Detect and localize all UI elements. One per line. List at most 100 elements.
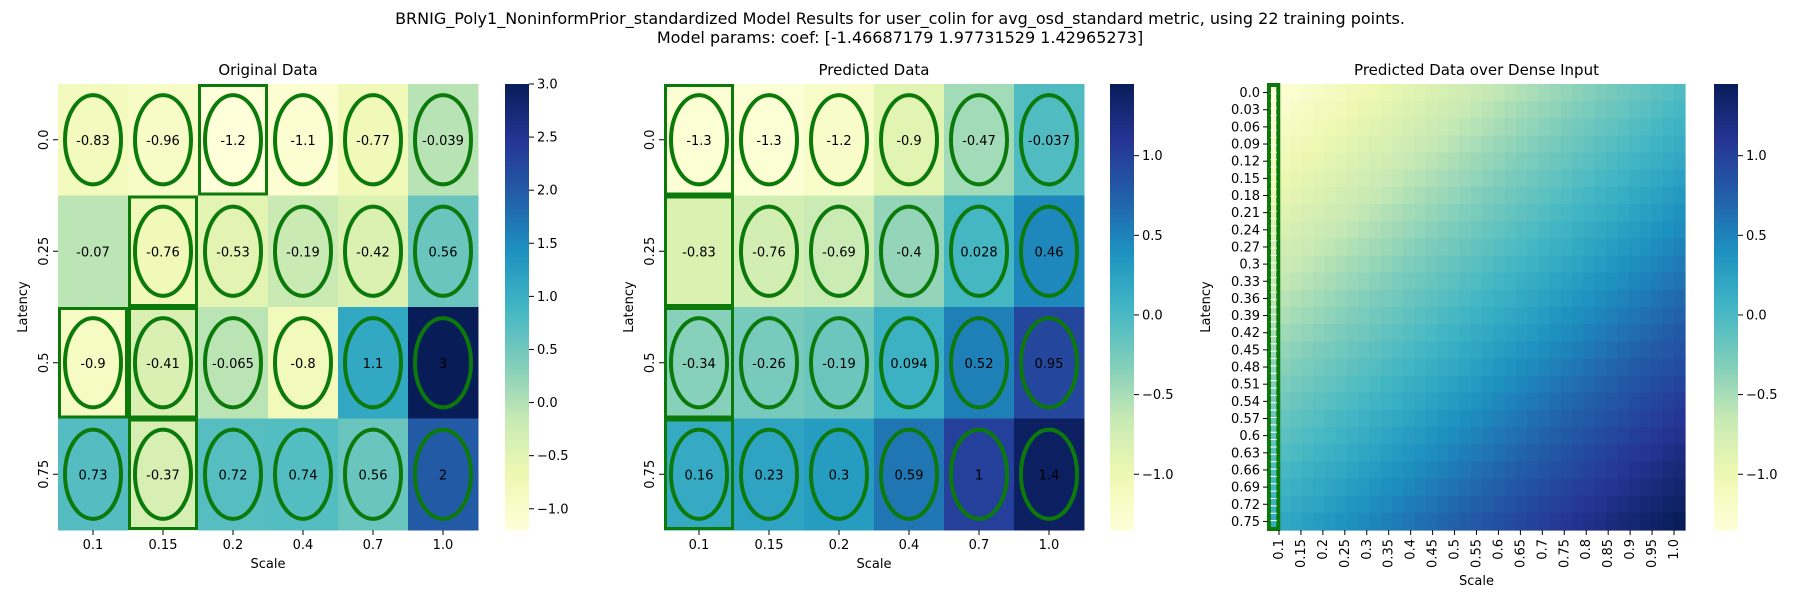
heatmap-cell [1504,272,1517,291]
heatmap-cell [1617,495,1630,514]
heatmap-cell [1268,238,1280,257]
heatmap-cell [1268,169,1280,188]
heatmap-cell [1662,272,1675,291]
heatmap-cell [1651,186,1664,205]
heatmap-cell [1538,101,1551,119]
cell-value-label: 1.1 [363,357,384,372]
heatmap-cell [1380,478,1393,497]
heatmap-cell [1391,204,1404,222]
heatmap-cell [1279,135,1292,154]
heatmap-cell [664,84,735,196]
highlight-ellipse [203,204,263,298]
heatmap-cell [1369,392,1382,411]
heatmap-cell [1594,255,1607,274]
cell-value-label: -0.47 [962,134,996,149]
heatmap-cell [1617,375,1630,394]
heatmap-cell [1391,427,1404,445]
heatmap-cell [1414,272,1427,291]
heatmap-cell [1346,204,1359,222]
heatmap-cell [1515,101,1528,119]
heatmap-cell [1606,118,1618,137]
heatmap-cell [1324,324,1337,342]
y-tick-label: 0.5 [37,352,52,373]
heatmap-cell [1561,392,1573,411]
heatmap-cell [1459,409,1472,428]
heatmap-cell [1459,495,1472,514]
heatmap-cell [1301,324,1314,342]
heatmap-cell [1335,392,1348,411]
heatmap-cell [1583,341,1596,360]
highlight-ellipse [203,316,263,410]
heatmap-cell [1324,101,1337,119]
heatmap-cell [1448,392,1461,411]
y-tick-label: 0.6 [1239,429,1260,444]
heatmap-cell [1437,392,1449,411]
heatmap-cell [1673,444,1686,462]
heatmap-cell [1380,461,1393,480]
heatmap-cell [1561,152,1573,171]
heatmap-cell [1549,135,1562,154]
colorbar-tick-label: 2.5 [537,131,558,146]
heatmap-cell [1301,409,1314,428]
heatmap-cell [1380,409,1393,428]
heatmap-cell [1504,101,1517,119]
x-tick-label: 0.1 [83,538,104,553]
heatmap-cell [1594,478,1607,497]
heatmap-cell [1403,512,1416,531]
x-tick-label: 0.2 [829,538,850,553]
heatmap-cell [1628,461,1641,480]
heatmap-cell [1515,461,1528,480]
y-tick-label: 0.25 [37,237,52,266]
heatmap-cell [1301,341,1314,360]
heatmap-cell [1358,204,1371,222]
heatmap-cell [1617,427,1630,445]
heatmap-cell [1290,118,1303,137]
heatmap-cell [1369,512,1382,531]
heatmap-cell [1504,135,1517,154]
heatmap-cell [1358,221,1371,239]
heatmap-cell [1437,101,1449,119]
heatmap-cell [1459,221,1472,239]
heatmap-cell [1538,341,1551,360]
cell-value-label: -0.19 [286,245,320,260]
heatmap-cell [1527,324,1540,342]
heatmap-cell [1279,358,1292,377]
heatmap-cell [1403,255,1416,274]
cell-value-label: 1 [975,468,983,483]
heatmap-cell [1651,461,1664,480]
heatmap-cell [1324,444,1337,462]
heatmap-cell [1358,272,1371,291]
heatmap-cell [1290,478,1303,497]
heatmap-cell [1628,289,1641,308]
highlight-box-outline [1267,83,1280,531]
heatmap-cell [1369,152,1382,171]
heatmap-cell [1380,427,1393,445]
heatmap-cell [1549,272,1562,291]
heatmap-cell [1606,84,1618,102]
heatmap-cell [1639,358,1652,377]
heatmap-cell [1470,358,1483,377]
heatmap-cell [1358,84,1371,102]
heatmap-cell [1425,444,1438,462]
heatmap-cell [1572,152,1585,171]
heatmap-cell [1425,101,1438,119]
heatmap-cell [1459,307,1472,325]
heatmap-cell [1594,375,1607,394]
y-tick-label: 0.69 [1231,481,1260,496]
heatmap-cell [1504,152,1517,171]
heatmap-cell [1493,341,1506,360]
heatmap-cell [1639,512,1652,531]
heatmap-cell [1301,118,1314,137]
heatmap-cell [1403,324,1416,342]
y-axis-label: Latency [622,281,637,333]
heatmap-cell [1673,238,1686,257]
heatmap-cell [1313,358,1325,377]
heatmap-cell [1572,289,1585,308]
heatmap-cell [1391,118,1404,137]
heatmap-cell [1403,341,1416,360]
heatmap-cell [1673,84,1686,102]
heatmap-cell [1662,495,1675,514]
heatmap-cell [1482,169,1495,188]
heatmap-cell [1358,409,1371,428]
heatmap-cell [1606,427,1618,445]
